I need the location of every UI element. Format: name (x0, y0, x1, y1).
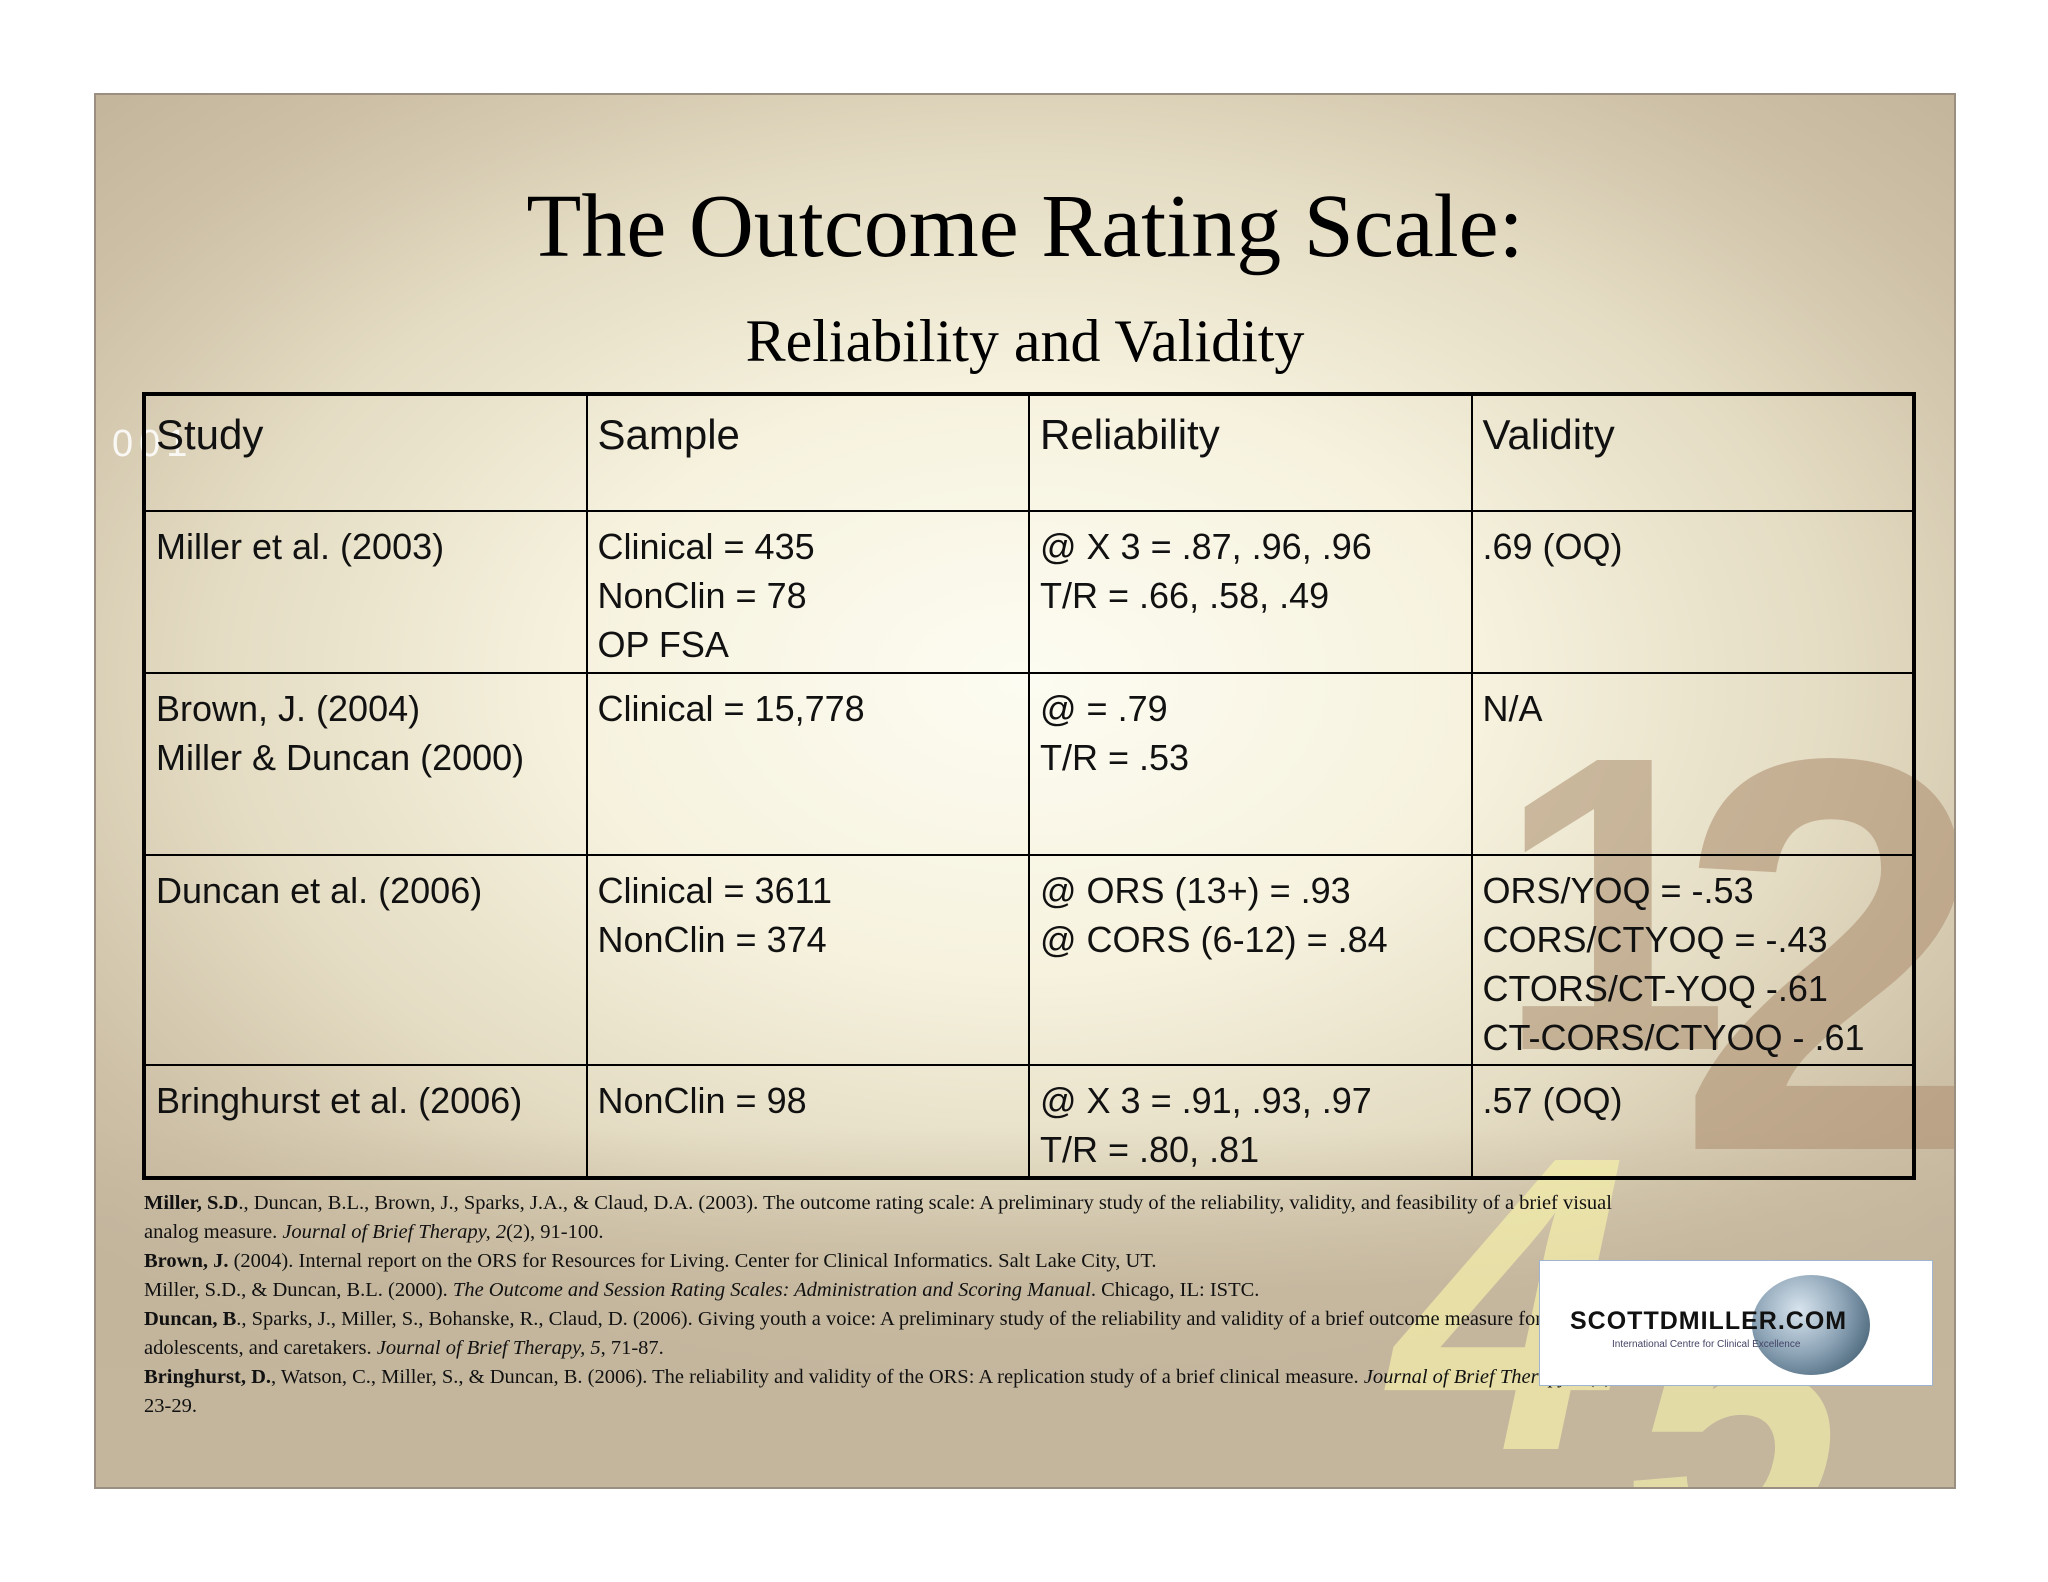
cell-line: @ ORS (13+) = .93 (1040, 870, 1351, 911)
cell-line: Brown, J. (2004) (156, 688, 421, 729)
reference-text: ., Duncan, B.L., Brown, J., Sparks, J.A.… (144, 1192, 1612, 1243)
cell-validity: ORS/YOQ = -.53 CORS/CTYOQ = -.43 CTORS/C… (1470, 854, 1915, 1066)
reference-author: Duncan, B (144, 1308, 237, 1330)
slide: 001 1 2 4 5 The Outcome Rating Scale: Re… (94, 93, 1956, 1489)
cell-line: @ X 3 = .91, .93, .97 (1040, 1080, 1372, 1121)
slide-subtitle: Reliability and Validity (745, 308, 1305, 374)
cell-validity: .57 (OQ) (1470, 1064, 1915, 1179)
cell-line: T/R = .53 (1040, 737, 1190, 778)
cell-line: @ X 3 = .87, .96, .96 (1040, 526, 1372, 567)
cell-line: NonClin = 374 (597, 919, 827, 960)
cell-line: Clinical = 15,778 (597, 688, 865, 729)
reference-text: (2004). Internal report on the ORS for R… (228, 1250, 1157, 1272)
reference-tail: , 71-87. (600, 1337, 664, 1359)
cell-study: Bringhurst et al. (2006) (143, 1064, 588, 1179)
cell-line: NonClin = 78 (597, 575, 807, 616)
table-row: Miller et al. (2003) Clinical = 435 NonC… (143, 510, 1915, 674)
reference-journal: Journal of Brief Therapy, 5 (376, 1337, 601, 1359)
cell-line: .57 (OQ) (1482, 1080, 1623, 1121)
reference-text: ., Sparks, J., Miller, S., Bohanske, R.,… (144, 1308, 1620, 1359)
header-sample: Sample (585, 393, 1030, 512)
cell-line: CORS/CTYOQ = -.43 (1482, 919, 1828, 960)
reference-journal: Journal of Brief Therapy, 2 (282, 1221, 507, 1243)
reference-item: Miller, S.D., & Duncan, B.L. (2000). The… (144, 1276, 1624, 1305)
slide-title: The Outcome Rating Scale: (526, 177, 1524, 276)
cell-line: Duncan et al. (2006) (156, 870, 483, 911)
header-validity: Validity (1470, 393, 1915, 512)
cell-study: Brown, J. (2004) Miller & Duncan (2000) (143, 672, 588, 856)
table-row: Bringhurst et al. (2006) NonClin = 98 @ … (143, 1064, 1915, 1179)
cell-line: OP FSA (597, 624, 729, 665)
reference-text: , Watson, C., Miller, S., & Duncan, B. (… (271, 1366, 1364, 1388)
cell-sample: Clinical = 15,778 (585, 672, 1030, 856)
cell-line: N/A (1482, 688, 1543, 729)
cell-sample: NonClin = 98 (585, 1064, 1030, 1179)
scottdmiller-logo: SCOTTDMILLER.COM International Centre fo… (1539, 1260, 1933, 1386)
cell-line: NonClin = 98 (597, 1080, 807, 1121)
cell-line: .69 (OQ) (1482, 526, 1623, 567)
reference-author: Bringhurst, D. (144, 1366, 272, 1388)
cell-study: Duncan et al. (2006) (143, 854, 588, 1066)
reference-item: Bringhurst, D., Watson, C., Miller, S., … (144, 1363, 1624, 1421)
references: Miller, S.D., Duncan, B.L., Brown, J., S… (144, 1189, 1624, 1421)
cell-reliability: @ X 3 = .87, .96, .96 T/R = .66, .58, .4… (1028, 510, 1473, 674)
reference-item: Miller, S.D., Duncan, B.L., Brown, J., S… (144, 1189, 1624, 1247)
cell-line: Clinical = 435 (597, 526, 815, 567)
table-row: Duncan et al. (2006) Clinical = 3611 Non… (143, 854, 1915, 1066)
cell-line: Miller et al. (2003) (156, 526, 445, 567)
header-study: Study (143, 393, 588, 512)
cell-sample: Clinical = 435 NonClin = 78 OP FSA (585, 510, 1030, 674)
reference-item: Brown, J. (2004). Internal report on the… (144, 1247, 1624, 1276)
cell-line: @ = .79 (1040, 688, 1168, 729)
cell-reliability: @ X 3 = .91, .93, .97 T/R = .80, .81 (1028, 1064, 1473, 1179)
cell-line: ORS/YOQ = -.53 (1482, 870, 1754, 911)
logo-text: SCOTTDMILLER.COM (1570, 1307, 1848, 1335)
cell-validity: .69 (OQ) (1470, 510, 1915, 674)
cell-line: T/R = .80, .81 (1040, 1129, 1260, 1170)
studies-table: Study Sample Reliability Validity Miller… (142, 392, 1916, 1180)
cell-reliability: @ ORS (13+) = .93 @ CORS (6-12) = .84 (1028, 854, 1473, 1066)
cell-line: CTORS/CT-YOQ -.61 (1482, 968, 1828, 1009)
header-reliability: Reliability (1028, 393, 1473, 512)
cell-study: Miller et al. (2003) (143, 510, 588, 674)
cell-validity: N/A (1470, 672, 1915, 856)
globe-icon (1752, 1275, 1870, 1375)
reference-item: Duncan, B., Sparks, J., Miller, S., Boha… (144, 1305, 1624, 1363)
reference-tail: (2), 91-100. (506, 1221, 604, 1243)
reference-text: Miller, S.D., & Duncan, B.L. (2000). (144, 1279, 453, 1301)
cell-line: T/R = .66, .58, .49 (1040, 575, 1330, 616)
cell-line: Bringhurst et al. (2006) (156, 1080, 523, 1121)
cell-line: CT-CORS/CTYOQ - .61 (1482, 1017, 1865, 1058)
reference-journal: Journal of Brief Therapy, 5 (1363, 1366, 1588, 1388)
cell-line: Miller & Duncan (2000) (156, 737, 525, 778)
cell-line: Clinical = 3611 (597, 870, 832, 911)
cell-sample: Clinical = 3611 NonClin = 374 (585, 854, 1030, 1066)
reference-author: Miller, S.D (144, 1192, 239, 1214)
reference-author: Brown, J. (144, 1250, 229, 1272)
reference-journal: The Outcome and Session Rating Scales: A… (452, 1279, 1091, 1301)
table-row: Brown, J. (2004) Miller & Duncan (2000) … (143, 672, 1915, 856)
logo-subtext: International Centre for Clinical Excell… (1612, 1339, 1801, 1350)
cell-reliability: @ = .79 T/R = .53 (1028, 672, 1473, 856)
cell-line: @ CORS (6-12) = .84 (1040, 919, 1388, 960)
table-header-row: Study Sample Reliability Validity (143, 393, 1915, 512)
reference-tail: . Chicago, IL: ISTC. (1090, 1279, 1260, 1301)
